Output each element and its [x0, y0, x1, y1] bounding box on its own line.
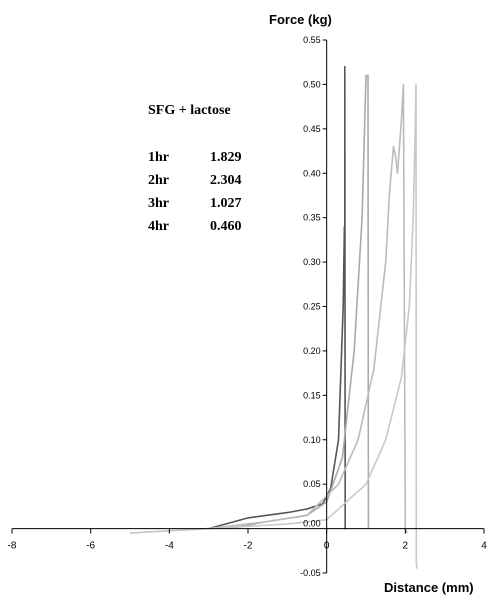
x-tick-label: 2 — [403, 541, 409, 552]
y-tick-label: 0.45 — [303, 124, 321, 134]
y-tick-label: -0.05 — [300, 568, 321, 578]
series-curves — [129, 65, 418, 569]
annotation-value-2: 2.304 — [210, 173, 242, 188]
y-tick-label: 0.15 — [303, 390, 321, 400]
annotation-block: SFG + lactose 1hr 1.829 2hr 2.304 3hr 1.… — [148, 103, 242, 234]
annotation-value-1: 1.829 — [210, 150, 242, 165]
x-tick-label: 4 — [481, 541, 487, 552]
x-tick-label: 0 — [324, 541, 330, 552]
y-tick-label: 0.40 — [303, 168, 321, 178]
y-tick-label: 0.10 — [303, 435, 321, 445]
series-line-2 — [228, 74, 370, 530]
y-tick-label: 0.30 — [303, 257, 321, 267]
ticks: -8 -6 -4 -2 0 2 4 -0.05 0.05 0.10 0.15 0.20 0.25 0.30… — [8, 35, 488, 578]
x-axis-title: Distance (mm) — [384, 580, 474, 595]
annotation-label-4: 4hr — [148, 219, 169, 234]
y-axis-title: Force (kg) — [269, 12, 332, 27]
y-tick-label: 0.05 — [303, 479, 321, 489]
x-tick-label: -8 — [8, 541, 17, 552]
y-tick-label: 0.00 — [303, 519, 321, 529]
axes — [12, 40, 484, 573]
y-tick-label: 0.35 — [303, 213, 321, 223]
annotation-label-2: 2hr — [148, 173, 169, 188]
annotation-label-1: 1hr — [148, 150, 169, 165]
annotation-value-4: 0.460 — [210, 219, 242, 234]
annotation-value-3: 1.027 — [210, 196, 242, 211]
annotation-label-3: 3hr — [148, 196, 169, 211]
y-tick-label: 0.25 — [303, 302, 321, 312]
annotation-heading: SFG + lactose — [148, 103, 231, 118]
series-line-3 — [129, 83, 409, 534]
y-tick-label: 0.50 — [303, 79, 321, 89]
series-line-1 — [208, 65, 347, 530]
x-tick-label: -4 — [165, 541, 174, 552]
x-tick-label: -6 — [86, 541, 95, 552]
x-tick-label: -2 — [244, 541, 253, 552]
y-tick-label: 0.20 — [303, 346, 321, 356]
series-line-4 — [129, 83, 418, 569]
y-tick-label: 0.55 — [303, 35, 321, 45]
